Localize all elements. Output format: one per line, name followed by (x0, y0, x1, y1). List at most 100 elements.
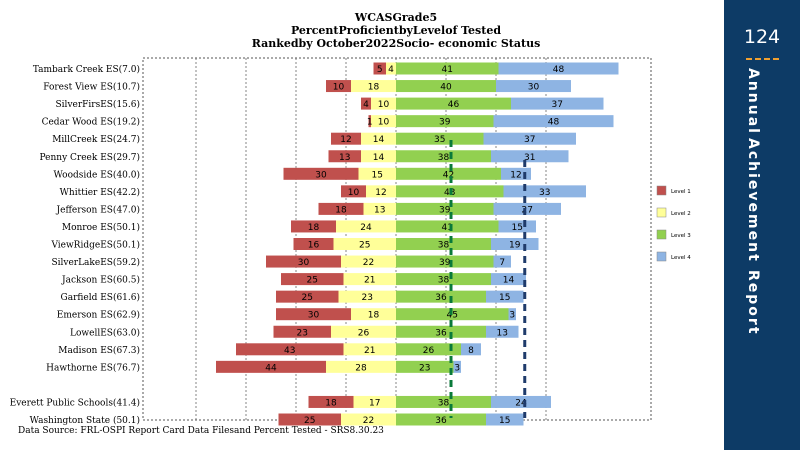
data-label: 48 (553, 65, 565, 75)
data-label: 24 (515, 398, 527, 408)
bar-level-3 (396, 202, 494, 215)
data-label: 10 (378, 100, 390, 110)
data-label: 39 (439, 118, 451, 128)
category-label: LowellES(63.0) (70, 327, 140, 338)
data-label: 45 (447, 311, 458, 321)
data-label: 38 (438, 153, 450, 163)
category-label: Hawthorne ES(76.7) (46, 362, 140, 373)
bar-level-1 (293, 238, 334, 250)
bar-level-2 (351, 80, 396, 93)
data-label: 22 (363, 416, 374, 426)
data-label: 37 (552, 100, 563, 110)
data-label: 10 (333, 83, 345, 93)
data-label: 25 (359, 241, 370, 251)
bar-level-2 (371, 115, 396, 128)
bar-level-1 (281, 273, 344, 286)
category-label: Penny Creek ES(29.7) (40, 152, 140, 163)
legend-entry: Level 2 (671, 211, 691, 217)
bar-level-3 (396, 132, 484, 145)
data-label: 12 (510, 170, 521, 180)
bar-level-1 (216, 360, 326, 373)
bar-level-4 (493, 255, 511, 268)
bar-level-3 (396, 325, 486, 338)
data-label: 10 (348, 188, 360, 198)
data-label: 15 (499, 293, 510, 303)
sidebar-word-report: Report (745, 270, 761, 336)
data-label: 1 (367, 118, 373, 128)
data-label: 41 (442, 223, 453, 233)
bar-level-2 (358, 167, 396, 180)
data-source-note: Data Source: FRL-OSPI Report Card Data F… (18, 426, 384, 436)
data-label: 16 (308, 241, 320, 251)
bar-level-4 (498, 62, 619, 75)
data-label: 40 (440, 83, 452, 93)
bar-level-1 (373, 62, 386, 75)
bar-level-1 (318, 202, 364, 215)
data-label: 23 (362, 293, 373, 303)
data-label: 24 (360, 223, 372, 233)
data-label: 33 (539, 188, 550, 198)
bar-level-4 (461, 343, 481, 356)
data-label: 15 (512, 223, 523, 233)
data-label: 14 (373, 153, 385, 163)
data-label: 8 (468, 346, 474, 356)
bar-level-4 (491, 395, 551, 408)
bar-level-2 (361, 150, 396, 163)
bar-level-2 (331, 325, 396, 338)
data-label: 44 (265, 363, 277, 373)
category-label: Forest View ES(10.7) (43, 82, 140, 93)
data-label: 37 (524, 135, 535, 145)
data-label: 17 (369, 398, 380, 408)
data-label: 18 (325, 398, 337, 408)
bar-level-4 (493, 202, 561, 215)
data-label: 39 (439, 205, 451, 215)
data-label: 36 (435, 416, 447, 426)
category-label: Washington State (50.1) (30, 415, 140, 426)
data-label: 48 (548, 118, 560, 128)
data-label: 19 (509, 241, 521, 251)
data-label: 21 (364, 276, 375, 286)
category-label: Emerson ES(62.9) (57, 310, 140, 321)
legend-entry: Level 1 (671, 189, 691, 195)
data-label: 27 (522, 205, 533, 215)
bar-level-3 (396, 238, 491, 250)
data-label: 30 (528, 83, 540, 93)
bar-level-3 (396, 150, 491, 163)
sidebar-word-achievement: Achievement (745, 138, 761, 263)
data-label: 18 (335, 205, 347, 215)
bar-level-3 (396, 167, 501, 180)
data-label: 21 (364, 346, 375, 356)
data-label: 30 (315, 170, 327, 180)
bar-level-3 (396, 115, 494, 128)
category-label: ViewRidgeES(50.1) (50, 240, 140, 251)
data-label: 22 (363, 258, 374, 268)
bar-level-4 (511, 97, 604, 110)
chart-title: WCASGrade5 (354, 11, 437, 24)
data-label: 38 (438, 241, 450, 251)
data-label: 4 (363, 100, 369, 110)
bar-level-2 (343, 273, 396, 286)
data-label: 15 (372, 170, 383, 180)
chart-subtitle-line-2: Rankedby October2022Socio- economic Stat… (252, 37, 541, 50)
category-label: SilverFirsES(15.6) (56, 99, 140, 110)
category-label: Monroe ES(50.1) (62, 222, 140, 233)
category-label: Everett Public Schools(41.4) (10, 397, 140, 408)
bar-level-1 (308, 395, 354, 408)
bar-level-1 (291, 220, 336, 233)
data-label: 25 (304, 416, 315, 426)
data-label: 38 (438, 276, 450, 286)
data-label: 41 (442, 65, 453, 75)
data-label: 26 (423, 346, 435, 356)
data-label: 18 (368, 311, 380, 321)
category-label: Jackson ES(60.5) (61, 275, 140, 286)
data-label: 35 (434, 135, 445, 145)
data-label: 28 (355, 363, 367, 373)
category-label: Madison ES(67.3) (58, 345, 140, 356)
legend-entry: Level 4 (671, 255, 691, 261)
bar-level-2 (343, 343, 396, 356)
data-label: 15 (499, 416, 510, 426)
bar-level-3 (396, 395, 491, 408)
data-label: 18 (368, 83, 380, 93)
data-label: 30 (308, 311, 320, 321)
bar-level-4 (486, 325, 519, 338)
